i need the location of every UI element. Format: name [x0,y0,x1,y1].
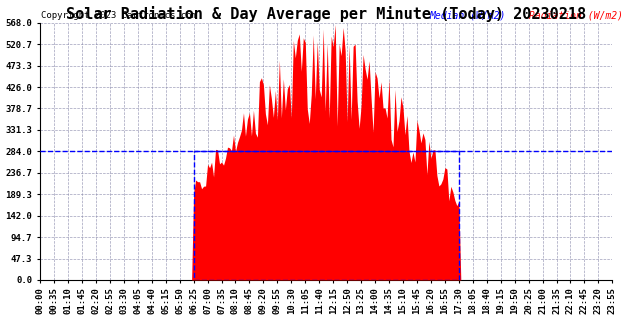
Bar [194,151,459,280]
Text: Radiation (W/m2): Radiation (W/m2) [529,10,623,20]
Text: Copyright 2023 Cartronics.com: Copyright 2023 Cartronics.com [41,11,196,20]
Title: Solar Radiation & Day Average per Minute (Today) 20230218: Solar Radiation & Day Average per Minute… [66,5,586,21]
Text: Median (W/m2): Median (W/m2) [429,10,506,20]
